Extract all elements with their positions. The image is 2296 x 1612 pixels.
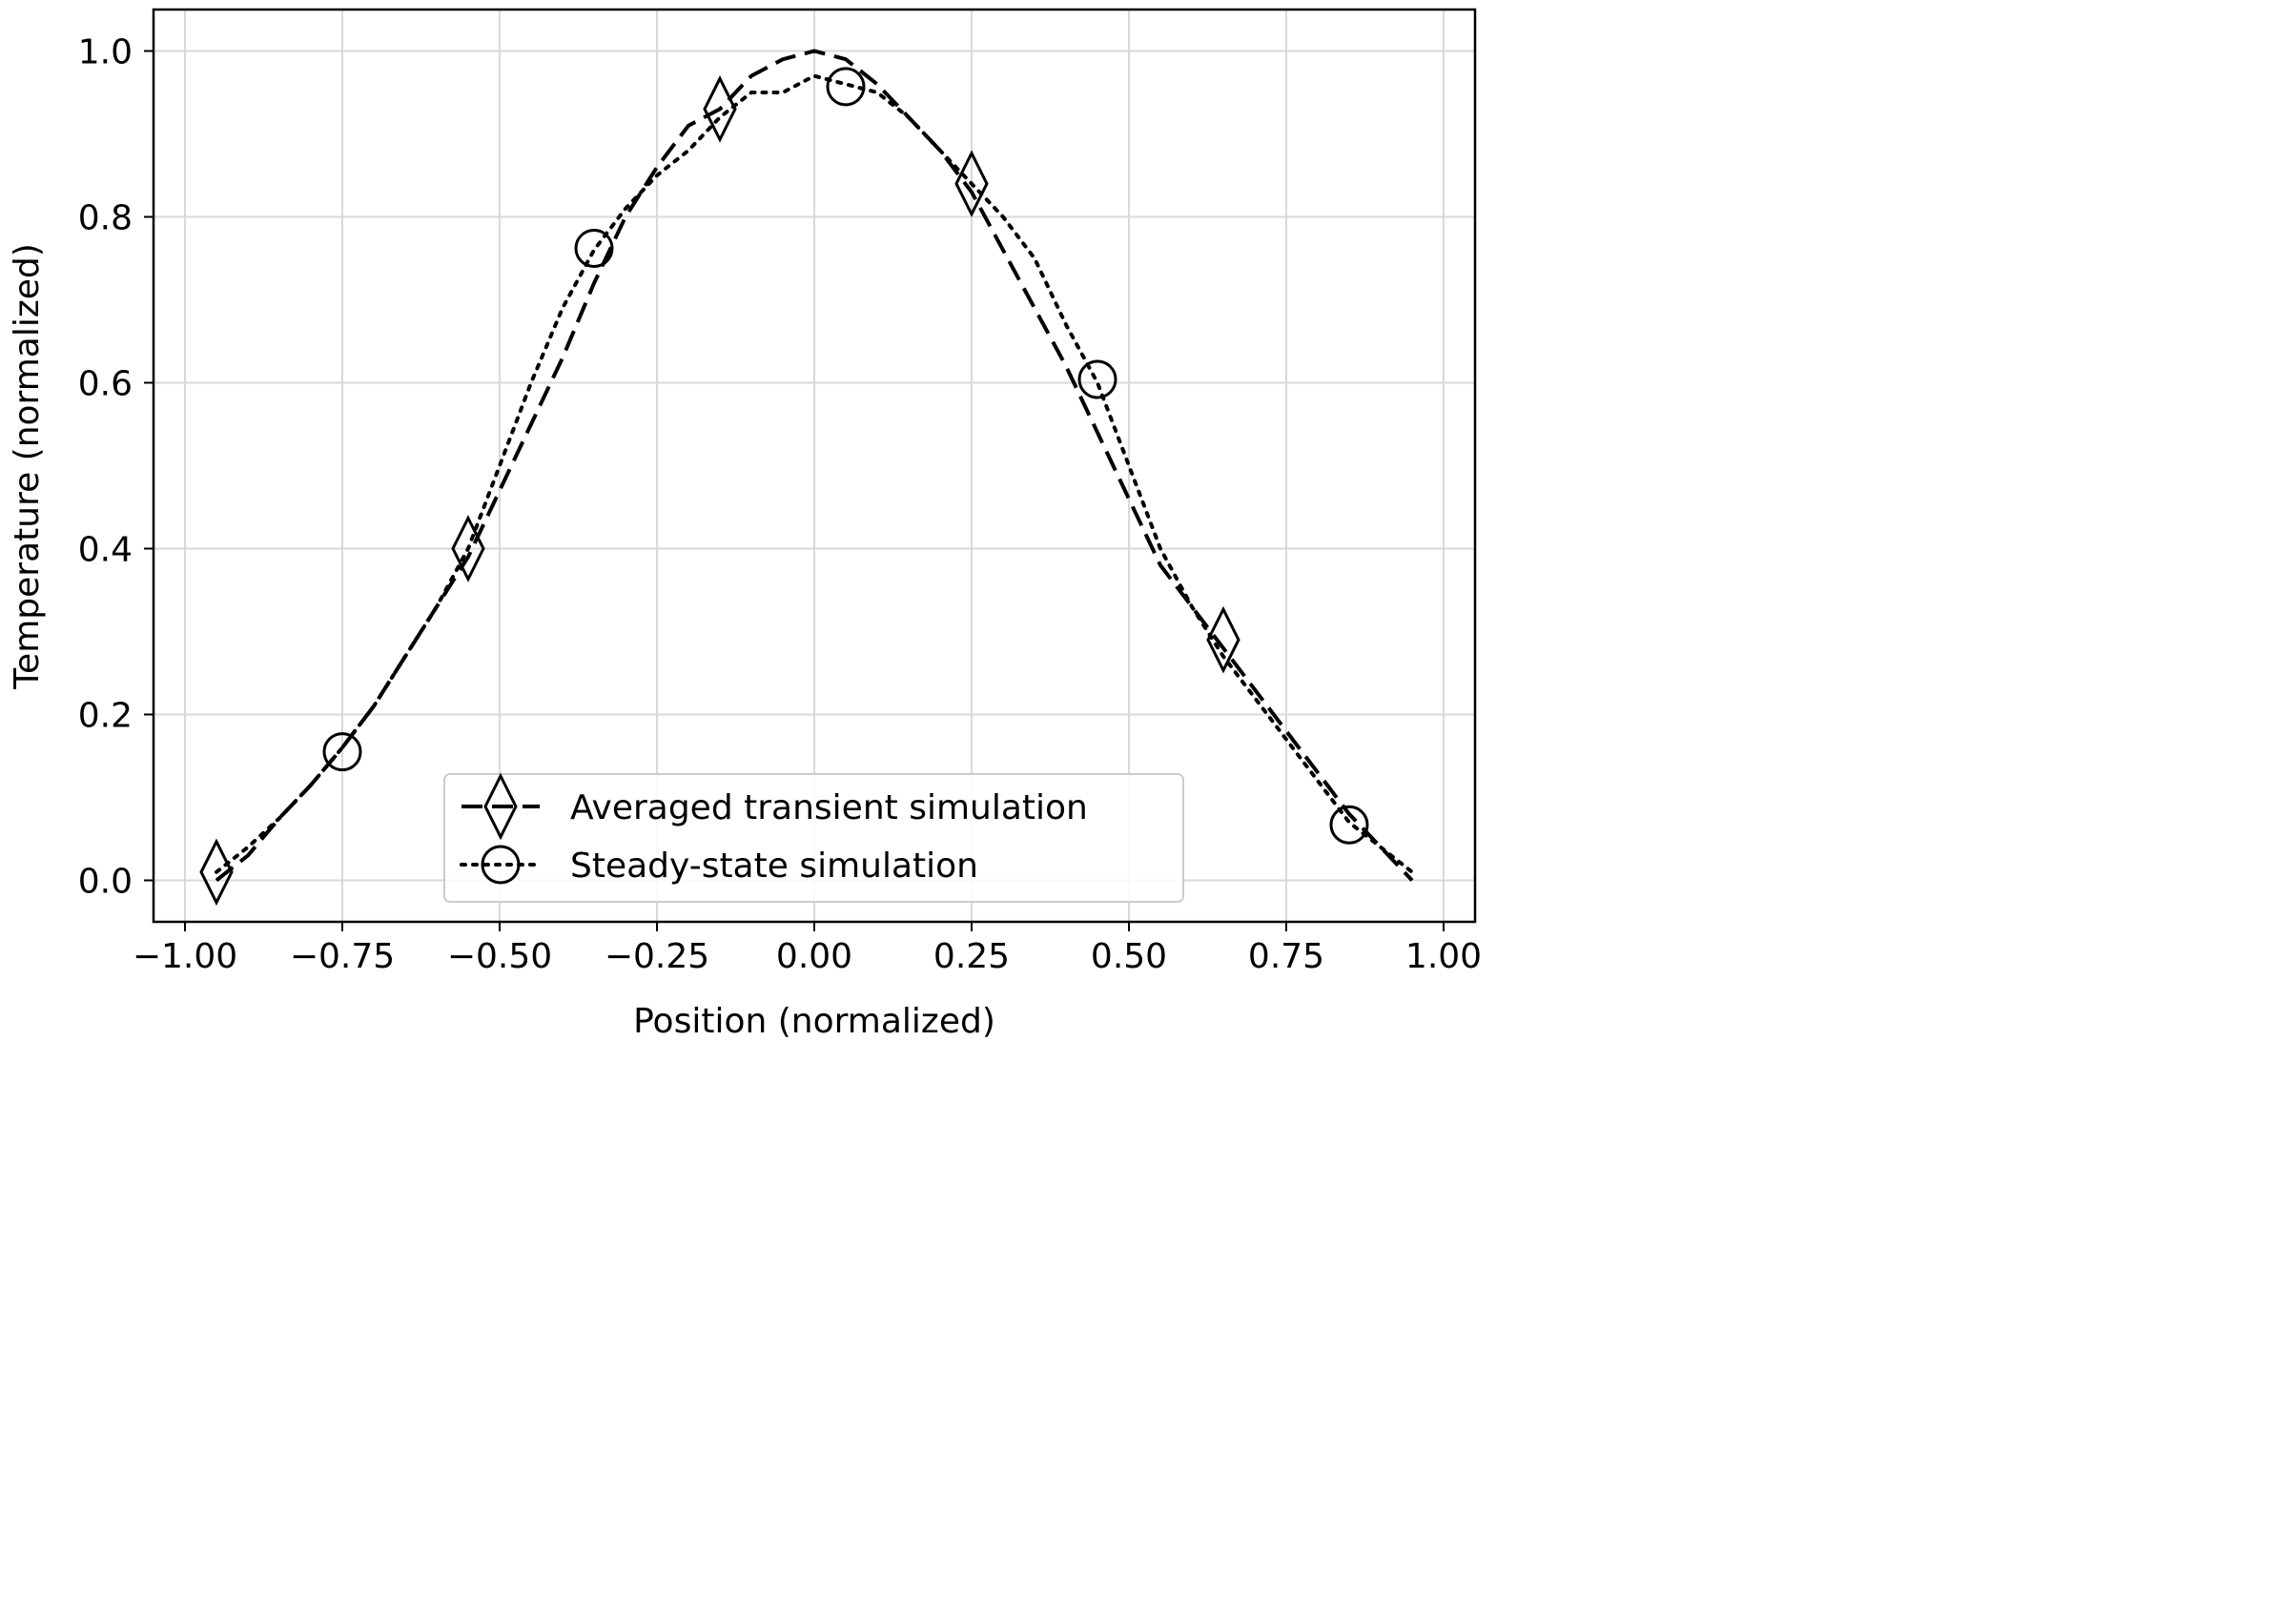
diamond-marker — [451, 515, 485, 582]
y-tick-label: 0.0 — [78, 863, 133, 902]
circle-marker — [1077, 359, 1117, 399]
circle-marker — [322, 732, 362, 772]
y-tick-label: 0.6 — [78, 365, 133, 404]
x-tick-label: 0.00 — [776, 937, 852, 976]
series-group — [199, 49, 1414, 907]
y-tick-label: 0.8 — [78, 199, 133, 238]
x-tick-label: −0.25 — [605, 937, 709, 976]
x-tick-label: 0.50 — [1091, 937, 1167, 976]
y-tick-label: 0.4 — [78, 531, 133, 570]
y-axis-label: Temperature (normalized) — [8, 243, 47, 690]
line-chart: −1.00 −0.75 −0.50 −0.25 0.00 0.25 0.50 0.75 1.00… — [8, 8, 1482, 1041]
legend-sample-transient — [461, 772, 540, 841]
x-tick-label: 0.25 — [933, 937, 1010, 976]
diamond-marker — [954, 150, 989, 218]
legend-box — [443, 773, 1184, 903]
x-tick-label: −1.00 — [133, 937, 237, 976]
x-tick-label: 0.75 — [1248, 937, 1324, 976]
circle-marker — [1329, 805, 1369, 845]
legend-diamond-marker — [483, 772, 518, 841]
legend-label-steady-state: Steady-state simulation — [570, 847, 978, 886]
series-line — [215, 73, 1414, 874]
diamond-marker — [703, 75, 737, 143]
x-tick-label: 1.00 — [1405, 937, 1482, 976]
diamond-marker — [1206, 605, 1240, 674]
legend-label-transient: Averaged transient simulation — [570, 788, 1088, 827]
x-tick-label: −0.75 — [290, 937, 395, 976]
circle-marker — [826, 67, 866, 107]
series-steady-state — [215, 67, 1414, 874]
y-tick-label: 0.2 — [78, 697, 133, 736]
circle-marker — [574, 229, 614, 269]
legend-sample-steady-state — [460, 845, 542, 885]
y-tick-label: 1.0 — [78, 33, 133, 72]
grid — [154, 10, 1475, 922]
legend: Averaged transient simulation Steady-sta… — [443, 772, 1184, 903]
legend-circle-marker — [481, 845, 521, 885]
x-tick-label: −0.50 — [447, 937, 552, 976]
x-axis-label: Position (normalized) — [633, 1002, 995, 1041]
axis-ticks: −1.00 −0.75 −0.50 −0.25 0.00 0.25 0.50 0.75 1.00… — [78, 33, 1482, 977]
